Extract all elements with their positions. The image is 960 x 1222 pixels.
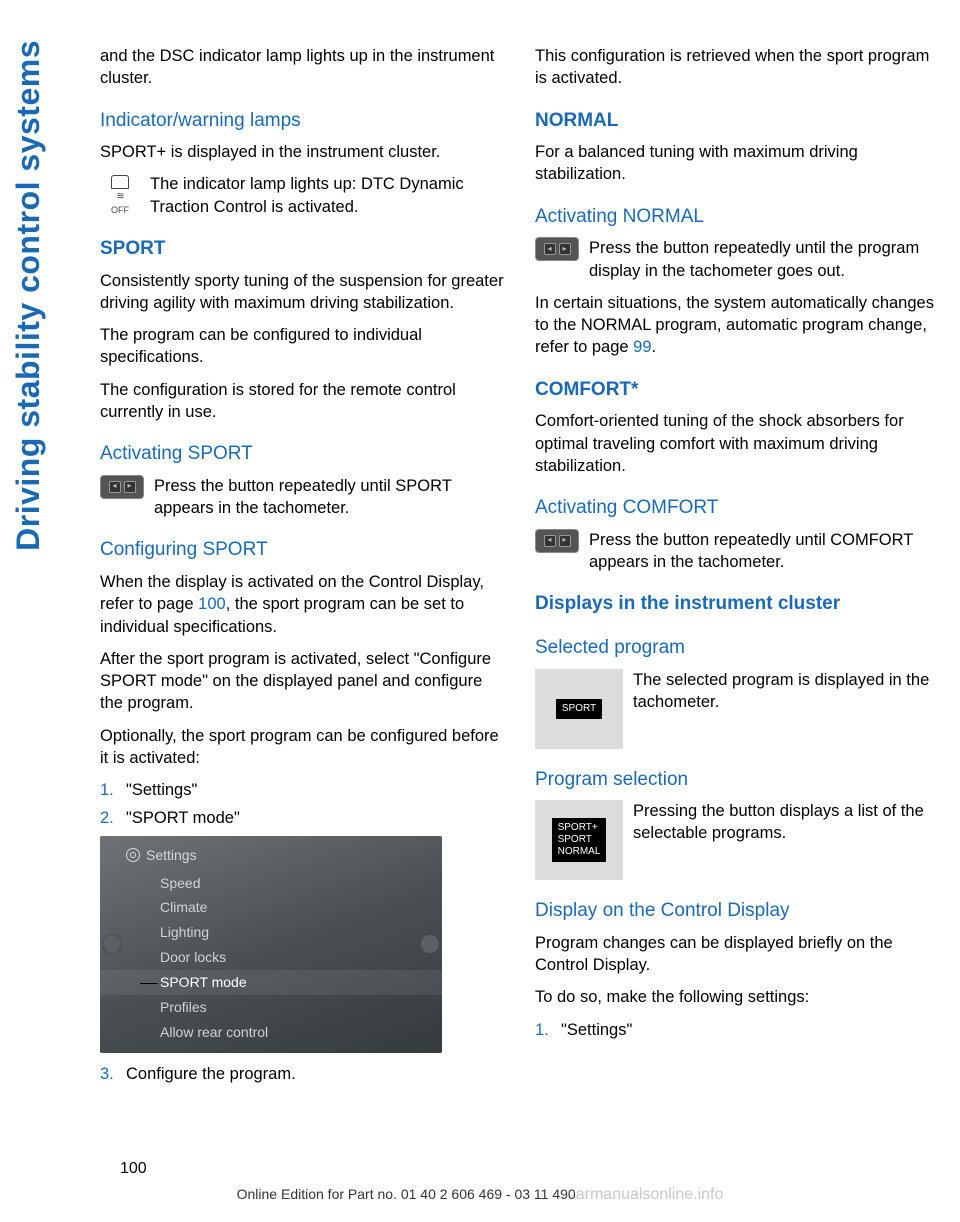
list-text: Configure the program. bbox=[126, 1063, 505, 1085]
heading-displays-cluster: Displays in the instrument cluster bbox=[535, 591, 940, 617]
paragraph: Program changes can be displayed briefly… bbox=[535, 932, 940, 977]
heading-display-control: Display on the Control Display bbox=[535, 898, 940, 924]
menu-item: Profiles bbox=[100, 995, 442, 1020]
paragraph: When the display is activated on the Con… bbox=[100, 571, 505, 638]
paragraph: The indicator lamp lights up: DTC Dynami… bbox=[150, 173, 505, 218]
list-item: 2."SPORT mode" bbox=[100, 807, 505, 829]
list-number: 2. bbox=[100, 807, 126, 829]
page-xref-link[interactable]: 99 bbox=[633, 338, 651, 356]
menu-title: Settings bbox=[100, 844, 442, 871]
paragraph: Consistently sporty tuning of the suspen… bbox=[100, 270, 505, 315]
paragraph: The configuration is stored for the remo… bbox=[100, 379, 505, 424]
list-text: "SPORT mode" bbox=[126, 807, 505, 829]
heading-sport: SPORT bbox=[100, 236, 505, 262]
heading-indicator-lamps: Indicator/warning lamps bbox=[100, 108, 505, 134]
heading-activating-normal: Activating NORMAL bbox=[535, 204, 940, 230]
paragraph: Press the button repeatedly until SPORT … bbox=[154, 475, 505, 520]
activate-sport-block: ◂▸ Press the button repeatedly until SPO… bbox=[100, 475, 505, 520]
paragraph: The program can be configured to individ… bbox=[100, 324, 505, 369]
paragraph: Press the button repeatedly until the pr… bbox=[589, 237, 940, 282]
paragraph: The selected program is displayed in the… bbox=[633, 669, 940, 714]
text: In certain situations, the system automa… bbox=[535, 294, 934, 357]
text: . bbox=[652, 338, 657, 356]
paragraph: After the sport program is activated, se… bbox=[100, 648, 505, 715]
page-number: 100 bbox=[120, 1160, 147, 1178]
list-number: 1. bbox=[535, 1019, 561, 1041]
paragraph: and the DSC indicator lamp lights up in … bbox=[100, 45, 505, 90]
rocker-button-icon: ◂▸ bbox=[535, 237, 579, 261]
paragraph: Optionally, the sport program can be con… bbox=[100, 725, 505, 770]
list-item: 3.Configure the program. bbox=[100, 1063, 505, 1085]
list-text: "Settings" bbox=[126, 779, 505, 801]
footer: Online Edition for Part no. 01 40 2 606 … bbox=[0, 1186, 960, 1204]
paragraph: Press the button repeatedly until COMFOR… bbox=[589, 529, 940, 574]
tachometer-display-sport: SPORT bbox=[535, 669, 623, 749]
steps-list: 3.Configure the program. bbox=[100, 1063, 505, 1085]
rocker-button-icon: ◂▸ bbox=[535, 529, 579, 553]
idrive-menu-screenshot: Settings SpeedClimateLightingDoor locksS… bbox=[100, 836, 442, 1053]
activate-comfort-block: ◂▸ Press the button repeatedly until COM… bbox=[535, 529, 940, 574]
paragraph: To do so, make the following settings: bbox=[535, 986, 940, 1008]
list-item: 1."Settings" bbox=[100, 779, 505, 801]
list-number: 1. bbox=[100, 779, 126, 801]
selected-program-block: SPORT The selected program is displayed … bbox=[535, 669, 940, 749]
footer-text: Online Edition for Part no. 01 40 2 606 … bbox=[237, 1186, 576, 1202]
activate-normal-block: ◂▸ Press the button repeatedly until the… bbox=[535, 237, 940, 282]
steps-list: 1."Settings" 2."SPORT mode" bbox=[100, 779, 505, 830]
paragraph: For a balanced tuning with maximum drivi… bbox=[535, 141, 940, 186]
paragraph: Comfort-oriented tuning of the shock abs… bbox=[535, 410, 940, 477]
page-content: and the DSC indicator lamp lights up in … bbox=[0, 45, 960, 1091]
side-tab-title: Driving stability control systems bbox=[10, 40, 47, 551]
display-badge: SPORT+ SPORT NORMAL bbox=[552, 818, 607, 862]
column-right: This configuration is retrieved when the… bbox=[535, 45, 940, 1091]
heading-selected-program: Selected program bbox=[535, 635, 940, 661]
display-badge: SPORT bbox=[556, 699, 602, 719]
paragraph: This configuration is retrieved when the… bbox=[535, 45, 940, 90]
menu-title-text: Settings bbox=[146, 846, 197, 865]
steps-list: 1."Settings" bbox=[535, 1019, 940, 1041]
menu-item: Door locks bbox=[100, 945, 442, 970]
watermark: armanualsonline.info bbox=[576, 1186, 724, 1203]
tachometer-display-list: SPORT+ SPORT NORMAL bbox=[535, 800, 623, 880]
menu-item: SPORT mode bbox=[100, 970, 442, 995]
menu-item: Allow rear control bbox=[100, 1020, 442, 1045]
heading-activating-sport: Activating SPORT bbox=[100, 441, 505, 467]
menu-item: Speed bbox=[100, 871, 442, 896]
page-xref-link[interactable]: 100 bbox=[198, 595, 226, 613]
rocker-button-icon: ◂▸ bbox=[100, 475, 144, 499]
heading-configuring-sport: Configuring SPORT bbox=[100, 537, 505, 563]
heading-activating-comfort: Activating COMFORT bbox=[535, 495, 940, 521]
list-text: "Settings" bbox=[561, 1019, 940, 1041]
column-left: and the DSC indicator lamp lights up in … bbox=[100, 45, 505, 1091]
gear-icon bbox=[126, 848, 140, 862]
dtc-off-icon: ≋ OFF bbox=[100, 173, 140, 217]
menu-item: Lighting bbox=[100, 920, 442, 945]
paragraph: In certain situations, the system automa… bbox=[535, 292, 940, 359]
dtc-indicator-block: ≋ OFF The indicator lamp lights up: DTC … bbox=[100, 173, 505, 218]
heading-comfort: COMFORT* bbox=[535, 377, 940, 403]
list-item: 1."Settings" bbox=[535, 1019, 940, 1041]
heading-program-selection: Program selection bbox=[535, 767, 940, 793]
paragraph: Pressing the button displays a list of t… bbox=[633, 800, 940, 845]
menu-item: Climate bbox=[100, 895, 442, 920]
program-selection-block: SPORT+ SPORT NORMAL Pressing the button … bbox=[535, 800, 940, 880]
list-number: 3. bbox=[100, 1063, 126, 1085]
paragraph: SPORT+ is displayed in the instrument cl… bbox=[100, 141, 505, 163]
heading-normal: NORMAL bbox=[535, 108, 940, 134]
